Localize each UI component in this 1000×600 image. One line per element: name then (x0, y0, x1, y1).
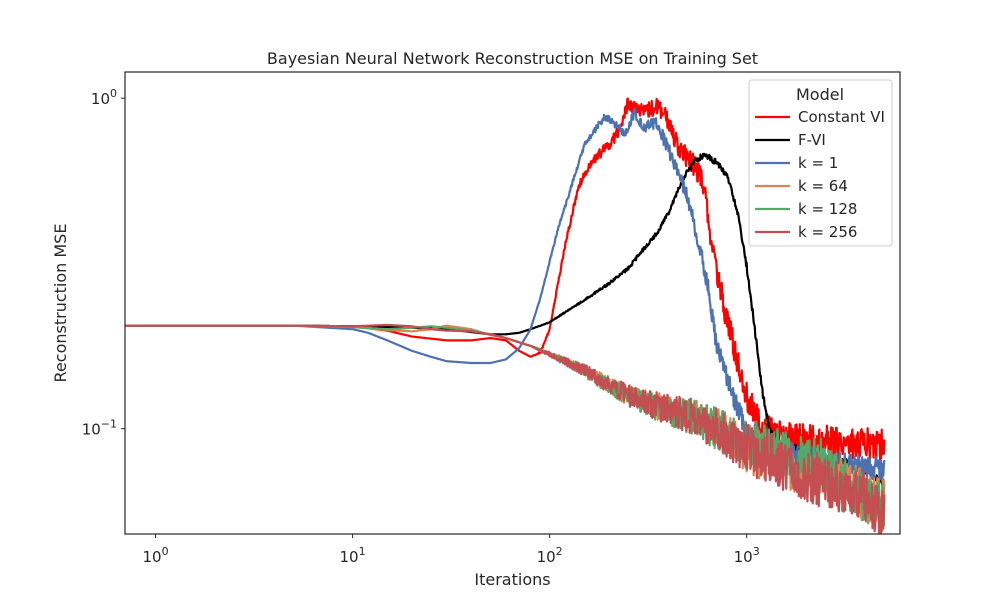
series-line-5 (125, 323, 886, 534)
legend-label: k = 64 (798, 177, 848, 195)
y-tick-label: 10−1 (82, 418, 117, 439)
x-tick-label: 100 (142, 545, 168, 566)
y-axis-ticks: 100 10−1 (82, 87, 125, 439)
legend-title: Model (796, 85, 844, 104)
y-axis-label: Reconstruction MSE (51, 224, 70, 383)
legend-label: k = 256 (798, 223, 857, 241)
legend-entries: Constant VI F-VI k = 1 k = 64 k = 128 k = 256 (755, 108, 885, 241)
chart-title: Bayesian Neural Network Reconstruction M… (267, 49, 758, 68)
legend-box (748, 79, 893, 247)
series-layer (125, 97, 886, 534)
x-axis-ticks: 100 101 102 103 (142, 534, 760, 566)
legend-label: Constant VI (798, 108, 885, 126)
x-tick-label: 103 (734, 545, 760, 566)
y-tick-label: 100 (91, 87, 117, 108)
legend-label: F-VI (798, 131, 826, 149)
legend-label: k = 128 (798, 200, 857, 218)
x-tick-label: 102 (537, 545, 563, 566)
legend: Model Constant VI F-VI k = 1 k = 64 k = 128 k… (748, 79, 893, 247)
x-axis-label: Iterations (474, 570, 550, 589)
x-tick-label: 101 (340, 545, 366, 566)
plot-area-frame (124, 71, 901, 535)
legend-label: k = 1 (798, 154, 838, 172)
